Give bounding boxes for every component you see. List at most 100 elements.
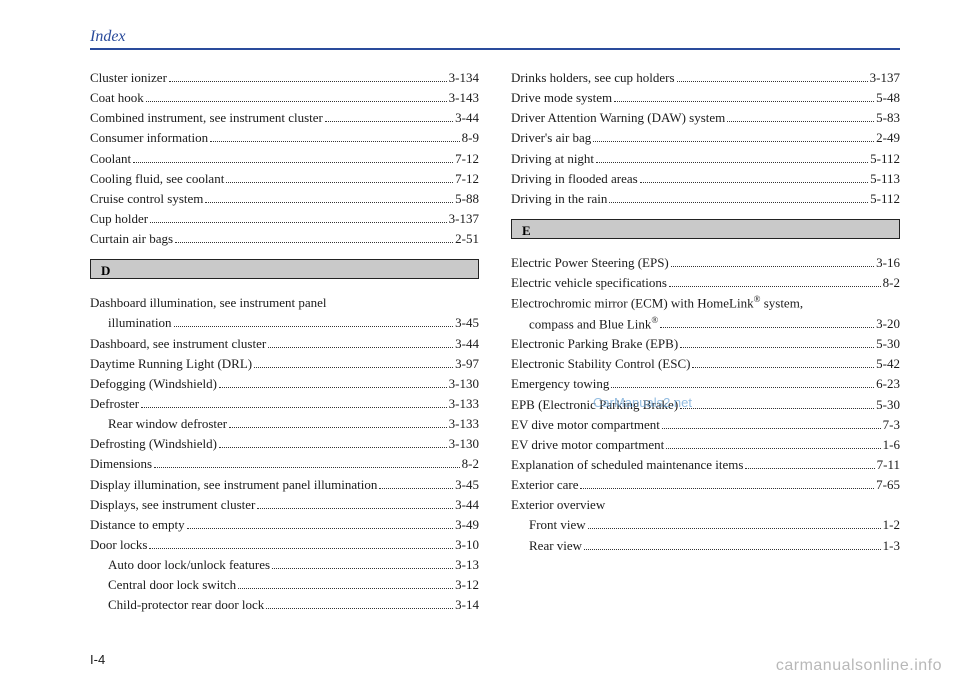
entry-label: compass and Blue Link® (529, 314, 658, 334)
index-entry: Coolant7-12 (90, 149, 479, 169)
index-entry: Electric Power Steering (EPS)3-16 (511, 253, 900, 273)
e-entries: Electric Power Steering (EPS)3-16Electri… (511, 253, 900, 556)
entry-label: Driver's air bag (511, 128, 591, 148)
entry-label: Defrosting (Windshield) (90, 434, 217, 454)
dot-leader (611, 387, 874, 388)
index-entry: Consumer information8-9 (90, 128, 479, 148)
entry-label: Cruise control system (90, 189, 203, 209)
entry-label: Driving in flooded areas (511, 169, 638, 189)
letter-e-box: E (511, 219, 900, 239)
entry-page: 2-49 (876, 128, 900, 148)
entry-page: 3-44 (455, 334, 479, 354)
dot-leader (226, 182, 453, 183)
index-entry: Driving in flooded areas5-113 (511, 169, 900, 189)
entry-label: Rear window defroster (108, 414, 227, 434)
letter-e: E (522, 221, 531, 241)
entry-page: 5-88 (455, 189, 479, 209)
letter-d: D (101, 261, 110, 281)
dot-leader (229, 427, 447, 428)
letter-d-box: D (90, 259, 479, 279)
entry-page: 3-13 (455, 555, 479, 575)
entry-label: EV drive motor compartment (511, 435, 664, 455)
dot-leader (219, 387, 447, 388)
d-entries: Dashboard illumination, see instrument p… (90, 293, 479, 615)
header-rule (90, 48, 900, 50)
entry-page: 3-133 (449, 414, 479, 434)
index-entry: Cruise control system 5-88 (90, 189, 479, 209)
entry-page: 3-20 (876, 314, 900, 334)
dot-leader (210, 141, 460, 142)
index-entry: Driving in the rain5-112 (511, 189, 900, 209)
entry-label: Consumer information (90, 128, 208, 148)
entry-label: Defroster (90, 394, 139, 414)
entry-page: 1-3 (883, 536, 900, 556)
dot-leader (640, 182, 868, 183)
index-entry: Driver Attention Warning (DAW) system5-8… (511, 108, 900, 128)
entry-label: Coat hook (90, 88, 144, 108)
entry-label: Explanation of scheduled maintenance ite… (511, 455, 743, 475)
dot-leader (272, 568, 453, 569)
index-entry: Explanation of scheduled maintenance ite… (511, 455, 900, 475)
entry-page: 5-83 (876, 108, 900, 128)
entry-label: Combined instrument, see instrument clus… (90, 108, 323, 128)
entry-page: 3-14 (455, 595, 479, 615)
entry-label: Defogging (Windshield) (90, 374, 217, 394)
entry-label: Distance to empty (90, 515, 185, 535)
right-column: Drinks holders, see cup holders3-137Driv… (511, 68, 900, 616)
entry-page: 1-6 (883, 435, 900, 455)
entry-label: Emergency towing (511, 374, 609, 394)
entry-label: Electric vehicle specifications (511, 273, 667, 293)
entry-page: 5-48 (876, 88, 900, 108)
entry-label: Front view (529, 515, 586, 535)
index-entry: Driver's air bag 2-49 (511, 128, 900, 148)
entry-page: 3-133 (449, 394, 479, 414)
index-entry: Exterior care 7-65 (511, 475, 900, 495)
entry-page: 6-23 (876, 374, 900, 394)
entry-page: 5-42 (876, 354, 900, 374)
entry-label: Drive mode system (511, 88, 612, 108)
entry-page: 8-2 (883, 273, 900, 293)
entry-label: Exterior care (511, 475, 578, 495)
dot-leader (325, 121, 453, 122)
entry-label: Electrochromic mirror (ECM) with HomeLin… (511, 293, 803, 313)
entry-page: 5-30 (876, 334, 900, 354)
index-entry: illumination3-45 (90, 313, 479, 333)
index-entry: Rear view1-3 (511, 536, 900, 556)
entry-label: EPB (Electronic Parking Brake) (511, 395, 678, 415)
index-entry: Electrochromic mirror (ECM) with HomeLin… (511, 293, 900, 313)
entry-page: 7-11 (877, 455, 900, 475)
index-entry: Electronic Parking Brake (EPB) 5-30 (511, 334, 900, 354)
watermark-carmanualsonline: carmanualsonline.info (776, 657, 942, 675)
entry-label: Coolant (90, 149, 131, 169)
dot-leader (588, 528, 881, 529)
entry-label: Electronic Parking Brake (EPB) (511, 334, 678, 354)
index-entry: Electric vehicle specifications 8-2 (511, 273, 900, 293)
entry-label: Electronic Stability Control (ESC) (511, 354, 690, 374)
entry-page: 3-16 (876, 253, 900, 273)
dot-leader (660, 327, 874, 328)
page-number: I-4 (90, 652, 105, 667)
entry-page: 2-51 (455, 229, 479, 249)
dot-leader (254, 367, 453, 368)
dot-leader (268, 347, 453, 348)
entry-label: Dashboard illumination, see instrument p… (90, 293, 326, 313)
dot-leader (149, 548, 453, 549)
entry-page: 3-130 (449, 434, 479, 454)
entry-page: 7-65 (876, 475, 900, 495)
entry-label: Daytime Running Light (DRL) (90, 354, 252, 374)
entry-page: 3-12 (455, 575, 479, 595)
dot-leader (187, 528, 454, 529)
entry-page: 5-112 (870, 189, 900, 209)
dot-leader (169, 81, 447, 82)
entry-page: 7-12 (455, 169, 479, 189)
entry-page: 5-30 (876, 395, 900, 415)
index-entry: EPB (Electronic Parking Brake) 5-30 (511, 395, 900, 415)
dot-leader (669, 286, 881, 287)
index-entry: Dashboard illumination, see instrument p… (90, 293, 479, 313)
index-entry: compass and Blue Link® 3-20 (511, 314, 900, 334)
dot-leader (666, 448, 880, 449)
entry-label: Curtain air bags (90, 229, 173, 249)
left-column: Cluster ionizer3-134Coat hook3-143Combin… (90, 68, 479, 616)
entry-page: 5-112 (870, 149, 900, 169)
index-entry: Rear window defroster 3-133 (90, 414, 479, 434)
